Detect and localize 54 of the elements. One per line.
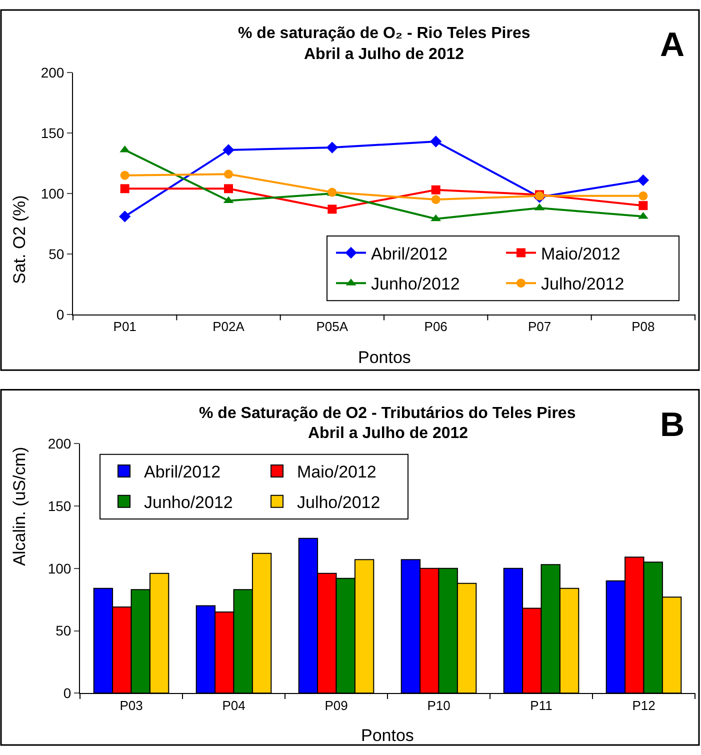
x-tick-label: P07 (528, 318, 552, 334)
y-tick-label: 200 (40, 64, 64, 80)
x-tick-label: P04 (222, 698, 246, 713)
point (637, 174, 650, 186)
y-tick-label: 150 (40, 124, 64, 141)
point (120, 184, 130, 194)
x-tick-label: P01 (113, 318, 136, 334)
x-tick-label: P09 (324, 698, 348, 713)
chart-title: % de Saturação de O2 - Tributários do Teles Pires (199, 405, 576, 422)
point (224, 184, 233, 194)
y-tick-label: 50 (48, 246, 64, 262)
point (638, 191, 648, 200)
annotation: B (660, 406, 685, 444)
point (224, 170, 233, 179)
x-tick-label: P12 (632, 698, 656, 713)
point (430, 136, 442, 148)
y-axis-title: Sat. O2 (%) (10, 195, 30, 284)
y-tick-label: 50 (56, 622, 72, 639)
legend-label: Maio/2012 (297, 462, 376, 482)
legend-label: Maio/2012 (541, 244, 620, 264)
x-axis-title: Pontos (361, 726, 414, 745)
x-tick-label: P05A (316, 318, 348, 334)
point (326, 142, 338, 154)
point (431, 185, 440, 194)
legend-label: Junho/2012 (371, 274, 460, 294)
legend-label: Julho/2012 (541, 274, 624, 294)
point (431, 195, 440, 204)
text: A (660, 26, 685, 64)
x-axis-title: Pontos (358, 348, 411, 367)
y-tick-label: 0 (56, 306, 64, 322)
x-tick-label: P02A (212, 318, 245, 334)
y-tick-label: 0 (63, 685, 72, 702)
chart-subtitle: Abril a Julho de 2012 (304, 46, 464, 63)
legend-label: Abril/2012 (144, 462, 221, 482)
legend-label: Julho/2012 (297, 492, 380, 512)
x-tick-label: P10 (427, 698, 450, 713)
y-tick-label: 150 (48, 498, 72, 514)
point (222, 144, 234, 156)
point (328, 204, 337, 214)
x-tick-label: P06 (424, 318, 448, 334)
y-tick-label: 100 (40, 185, 64, 202)
point (120, 170, 130, 180)
x-tick-label: P03 (120, 698, 143, 713)
y-axis-title: Alcalin. (uS/cm) (10, 446, 30, 566)
x-tick-label: P11 (530, 698, 552, 713)
point (118, 210, 131, 222)
x-tick-label: P08 (632, 318, 655, 334)
chart-title: % de saturação de O₂ - Rio Teles Pires (238, 25, 530, 42)
y-tick-label: 100 (48, 560, 72, 576)
point (638, 201, 648, 210)
legend-label: Junho/2012 (144, 492, 233, 512)
chart-subtitle: Abril a Julho de 2012 (308, 425, 468, 442)
legend-label: Abril/2012 (371, 244, 448, 264)
y-tick-label: 200 (48, 435, 72, 452)
